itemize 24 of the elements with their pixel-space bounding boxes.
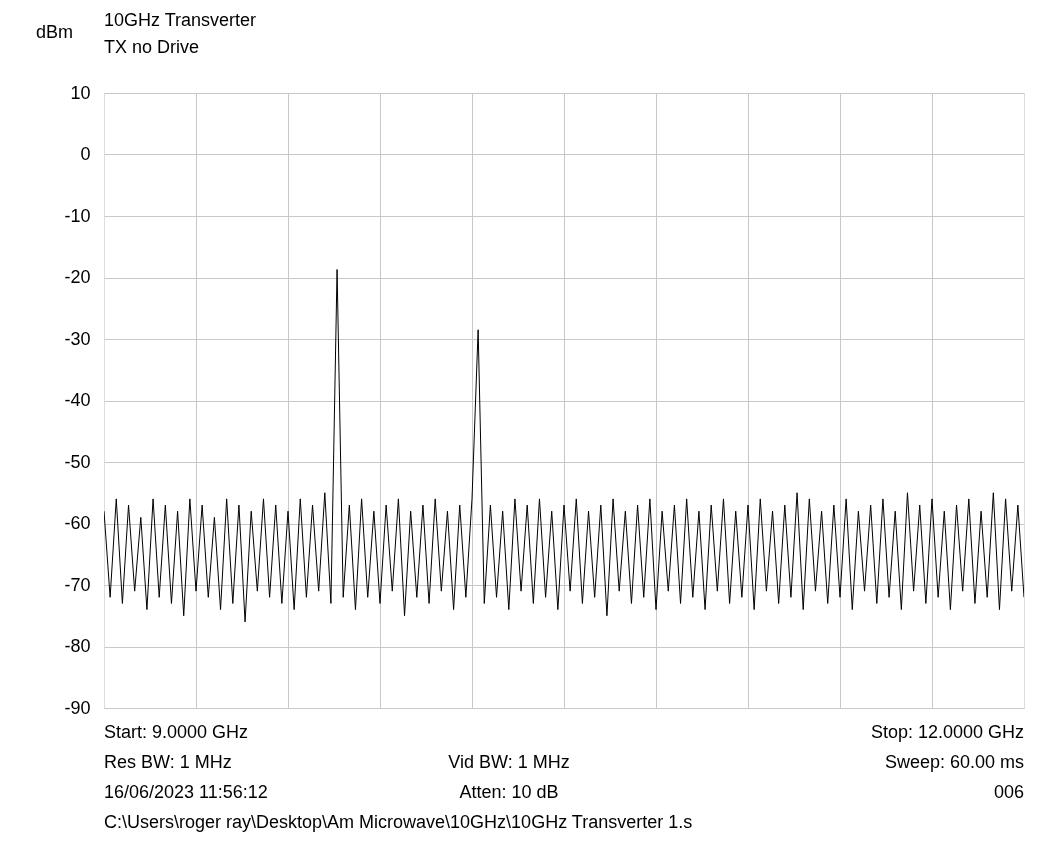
y-tick-label: -20 [64,267,91,287]
text: C:\Users\roger ray\Desktop\Am Microwave\10GHz\10GHz Transverter 1.s [104,812,693,832]
y-tick-label: -80 [64,636,91,656]
y-tick-label: -70 [64,574,91,595]
y-tick-label: -40 [64,390,91,410]
text: Stop: 12.0000 GHz [870,722,1024,742]
chart-title: 10GHz Transverter [104,10,257,30]
y-tick-label: 10 [70,82,91,103]
y-tick-label: -10 [64,205,91,226]
text: Atten: 10 dB [459,782,559,802]
y-tick-label: -90 [64,697,91,718]
text: Res BW: 1 MHz [104,752,232,772]
text: Vid BW: 1 MHz [448,752,570,772]
text: Sweep: 60.00 ms [884,752,1024,772]
y-tick-label: -50 [64,451,91,472]
text: Start: 9.0000 GHz [104,722,249,742]
y-axis-title: dBm [36,22,74,42]
y-tick-label: -30 [64,328,91,349]
y-tick-label: 0 [80,144,91,164]
y-tick-label: -60 [64,513,91,533]
line-series [104,269,1024,623]
text: 006 [993,782,1024,802]
text: 16/06/2023 11:56:12 [104,782,268,802]
chart-subtitle: TX no Drive [104,37,200,57]
